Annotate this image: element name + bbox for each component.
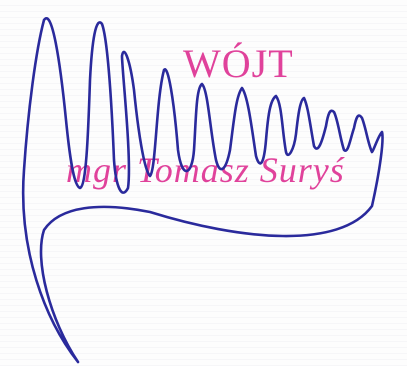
stamp-name: mgr Tomasz Suryś xyxy=(66,150,345,190)
stamp-title: WÓJT xyxy=(183,41,294,86)
